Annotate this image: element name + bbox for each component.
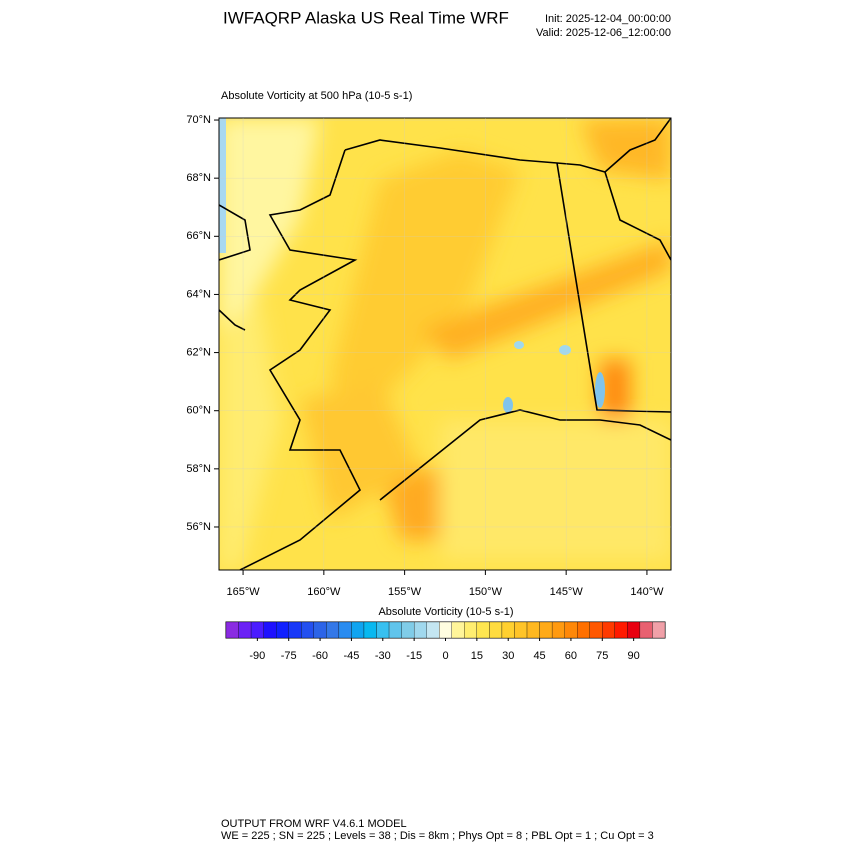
colorbar-box bbox=[238, 621, 252, 639]
x-tick-label: 140°W bbox=[630, 586, 664, 598]
title: IWFAQRP Alaska US Real Time WRF bbox=[223, 8, 509, 27]
colorbar-box bbox=[602, 621, 615, 639]
colorbar-title: Absolute Vorticity (10-5 s-1) bbox=[378, 606, 513, 618]
colorbar-tick-label: 75 bbox=[596, 650, 608, 662]
colorbar-box bbox=[501, 621, 515, 639]
colorbar-box bbox=[577, 621, 590, 639]
y-tick-label: 60°N bbox=[186, 405, 211, 417]
colorbar-tick-label: -90 bbox=[249, 650, 265, 662]
colorbar-box bbox=[639, 621, 653, 639]
colorbar-box bbox=[526, 621, 540, 639]
colorbar-tick-label: 30 bbox=[502, 650, 514, 662]
field-shading bbox=[219, 118, 671, 570]
colorbar-box bbox=[413, 621, 427, 639]
y-tick-label: 70°N bbox=[186, 114, 211, 126]
colorbar-box bbox=[464, 621, 478, 639]
field-blue bbox=[514, 341, 524, 349]
colorbar-box bbox=[326, 621, 340, 639]
colorbar-box bbox=[539, 621, 553, 639]
y-tick-label: 66°N bbox=[186, 230, 211, 242]
colorbar-box bbox=[276, 621, 289, 639]
map-frame bbox=[218, 117, 672, 571]
colorbar-tick-label: -30 bbox=[375, 650, 391, 662]
colorbar-box bbox=[250, 621, 264, 639]
colorbar-box bbox=[363, 621, 377, 639]
colorbar-box bbox=[564, 621, 578, 639]
colorbar-tick-label: -60 bbox=[312, 650, 328, 662]
colorbar-box bbox=[401, 621, 415, 639]
init-time: Init: 2025-12-04_00:00:00 bbox=[545, 13, 671, 25]
colorbar-tick-label: -75 bbox=[281, 650, 297, 662]
colorbar-box bbox=[351, 621, 365, 639]
valid-time: Valid: 2025-12-06_12:00:00 bbox=[536, 27, 671, 39]
colorbar-tick-label: 45 bbox=[533, 650, 545, 662]
footer-line: OUTPUT FROM WRF V4.6.1 MODEL bbox=[221, 818, 407, 830]
colorbar-box bbox=[225, 621, 239, 639]
colorbar-box bbox=[426, 621, 440, 639]
field-blue bbox=[559, 345, 571, 355]
colorbar-box bbox=[627, 621, 641, 639]
x-tick-label: 155°W bbox=[388, 586, 422, 598]
y-tick-label: 58°N bbox=[186, 463, 211, 475]
y-tick-label: 56°N bbox=[186, 521, 211, 533]
colorbar-box bbox=[313, 621, 327, 639]
colorbar-box bbox=[489, 621, 503, 639]
coastline bbox=[219, 118, 671, 570]
x-tick-label: 150°W bbox=[469, 586, 503, 598]
colorbar-box bbox=[263, 621, 277, 639]
colorbar-tick-label: 60 bbox=[565, 650, 577, 662]
field-blue bbox=[503, 397, 513, 413]
colorbar-box bbox=[451, 621, 465, 639]
y-tick-label: 68°N bbox=[186, 172, 211, 184]
colorbar-box bbox=[589, 621, 603, 639]
subtitle: Absolute Vorticity at 500 hPa (10-5 s-1) bbox=[221, 90, 412, 102]
colorbar-box bbox=[338, 621, 352, 639]
x-tick-label: 145°W bbox=[550, 586, 584, 598]
field-blue bbox=[219, 118, 226, 253]
colorbar-box bbox=[614, 621, 628, 639]
colorbar-box bbox=[652, 621, 666, 639]
y-tick-label: 62°N bbox=[186, 346, 211, 358]
y-tick-label: 64°N bbox=[186, 288, 211, 300]
footer-line: WE = 225 ; SN = 225 ; Levels = 38 ; Dis … bbox=[221, 830, 654, 842]
colorbar-tick-label: 0 bbox=[442, 650, 448, 662]
field bbox=[219, 118, 671, 570]
colorbar-box bbox=[288, 621, 302, 639]
colorbar-box bbox=[376, 621, 390, 639]
x-tick-label: 165°W bbox=[226, 586, 260, 598]
colorbar-tick-label: 90 bbox=[628, 650, 640, 662]
colorbar-tick-label: -15 bbox=[406, 650, 422, 662]
colorbar-box bbox=[439, 621, 452, 639]
colorbar-box bbox=[551, 621, 565, 639]
colorbar-box bbox=[514, 621, 528, 639]
field-blue bbox=[595, 372, 605, 408]
colorbar-tick-label: 15 bbox=[471, 650, 483, 662]
x-tick-label: 160°W bbox=[307, 586, 341, 598]
colorbar-box bbox=[301, 621, 314, 639]
colorbar-tick-label: -45 bbox=[343, 650, 359, 662]
colorbar-box bbox=[388, 621, 402, 639]
colorbar-box bbox=[476, 621, 490, 639]
